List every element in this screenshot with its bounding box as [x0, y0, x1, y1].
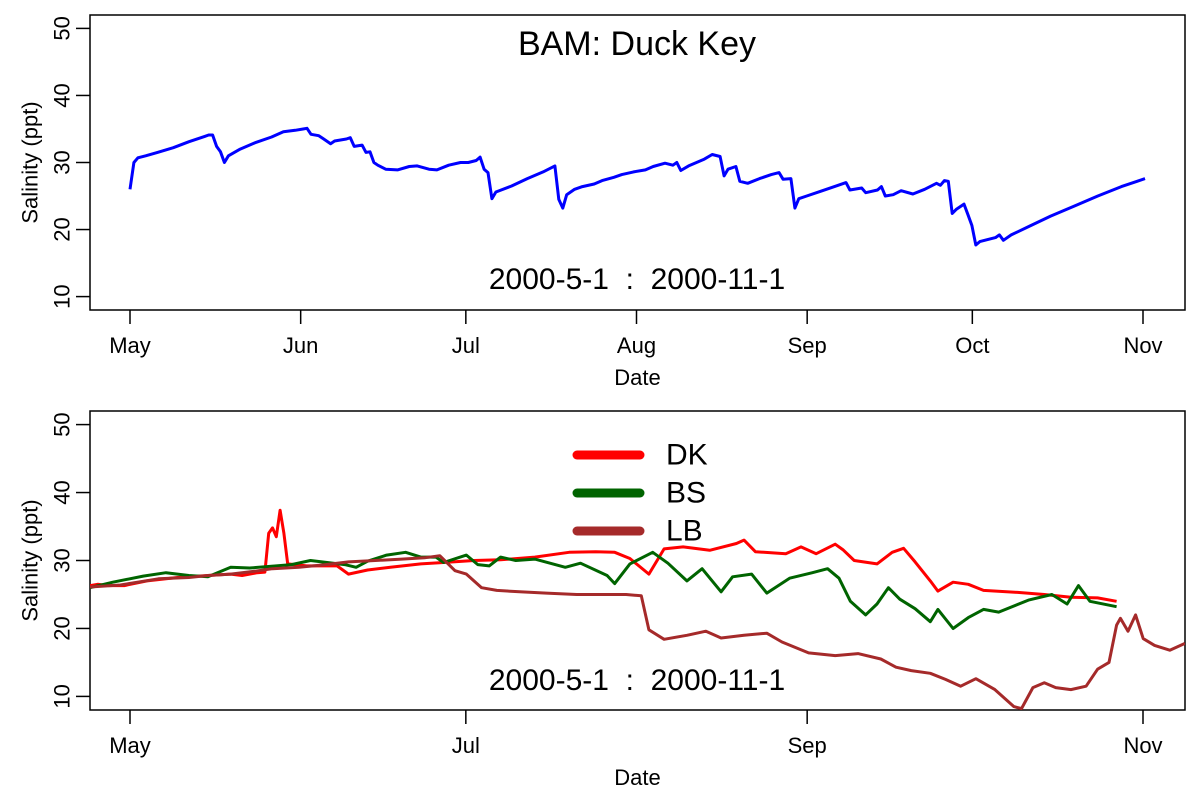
series-line-lb: [90, 554, 1185, 710]
chart-panels: May Jun Jul Aug Sep Oct Nov 10 20 30 40 50 Date Salin…: [18, 14, 1186, 790]
legend: DK BS LB: [572, 439, 708, 548]
y-tick-label: 40: [50, 480, 75, 504]
y-tick-label: 20: [50, 217, 75, 241]
date-range-label: 2000-5-1 : 2000-11-1: [489, 263, 785, 296]
date-range-label: 2000-5-1 : 2000-11-1: [489, 664, 785, 697]
x-tick-label: May: [109, 333, 151, 358]
y-tick-label: 20: [50, 616, 75, 640]
x-tick-label: Aug: [617, 333, 656, 358]
y-tick-label: 50: [50, 412, 75, 436]
chart-panel-1: May Jun Jul Aug Sep Oct Nov 10 20 30 40 50 Date Salin…: [18, 14, 1186, 390]
x-tick-label: Nov: [1123, 333, 1162, 358]
series-line-bs: [90, 550, 1117, 630]
x-tick-label: Jun: [283, 333, 318, 358]
y-tick-label: 50: [50, 16, 75, 40]
y-tick-label: 40: [50, 83, 75, 107]
series-line-salinity: [128, 126, 1146, 247]
y-tick-label: 30: [50, 150, 75, 174]
x-tick-label: May: [109, 733, 151, 758]
y-axis-title: Salinity (ppt): [18, 499, 43, 621]
chart-title: BAM: Duck Key: [518, 25, 756, 63]
x-tick-label: Jul: [452, 733, 480, 758]
chart-panel-2: May Jul Sep Nov 10 20 30 40 50 Date Salinity (ppt)…: [18, 410, 1186, 790]
x-tick-label: Sep: [788, 733, 827, 758]
legend-label-dk: DK: [666, 439, 708, 472]
x-tick-label: Nov: [1123, 733, 1162, 758]
x-tick-label: Oct: [955, 333, 989, 358]
legend-label-lb: LB: [666, 515, 703, 548]
y-tick-label: 30: [50, 548, 75, 572]
x-axis-title: Date: [614, 765, 660, 790]
legend-label-bs: BS: [666, 477, 706, 510]
x-axis-title: Date: [614, 365, 660, 390]
y-tick-label: 10: [50, 684, 75, 708]
y-axis-title: Salinity (ppt): [18, 101, 43, 223]
x-tick-label: Sep: [788, 333, 827, 358]
series-line-dk: [90, 508, 1117, 603]
x-tick-label: Jul: [452, 333, 480, 358]
y-tick-label: 10: [50, 284, 75, 308]
